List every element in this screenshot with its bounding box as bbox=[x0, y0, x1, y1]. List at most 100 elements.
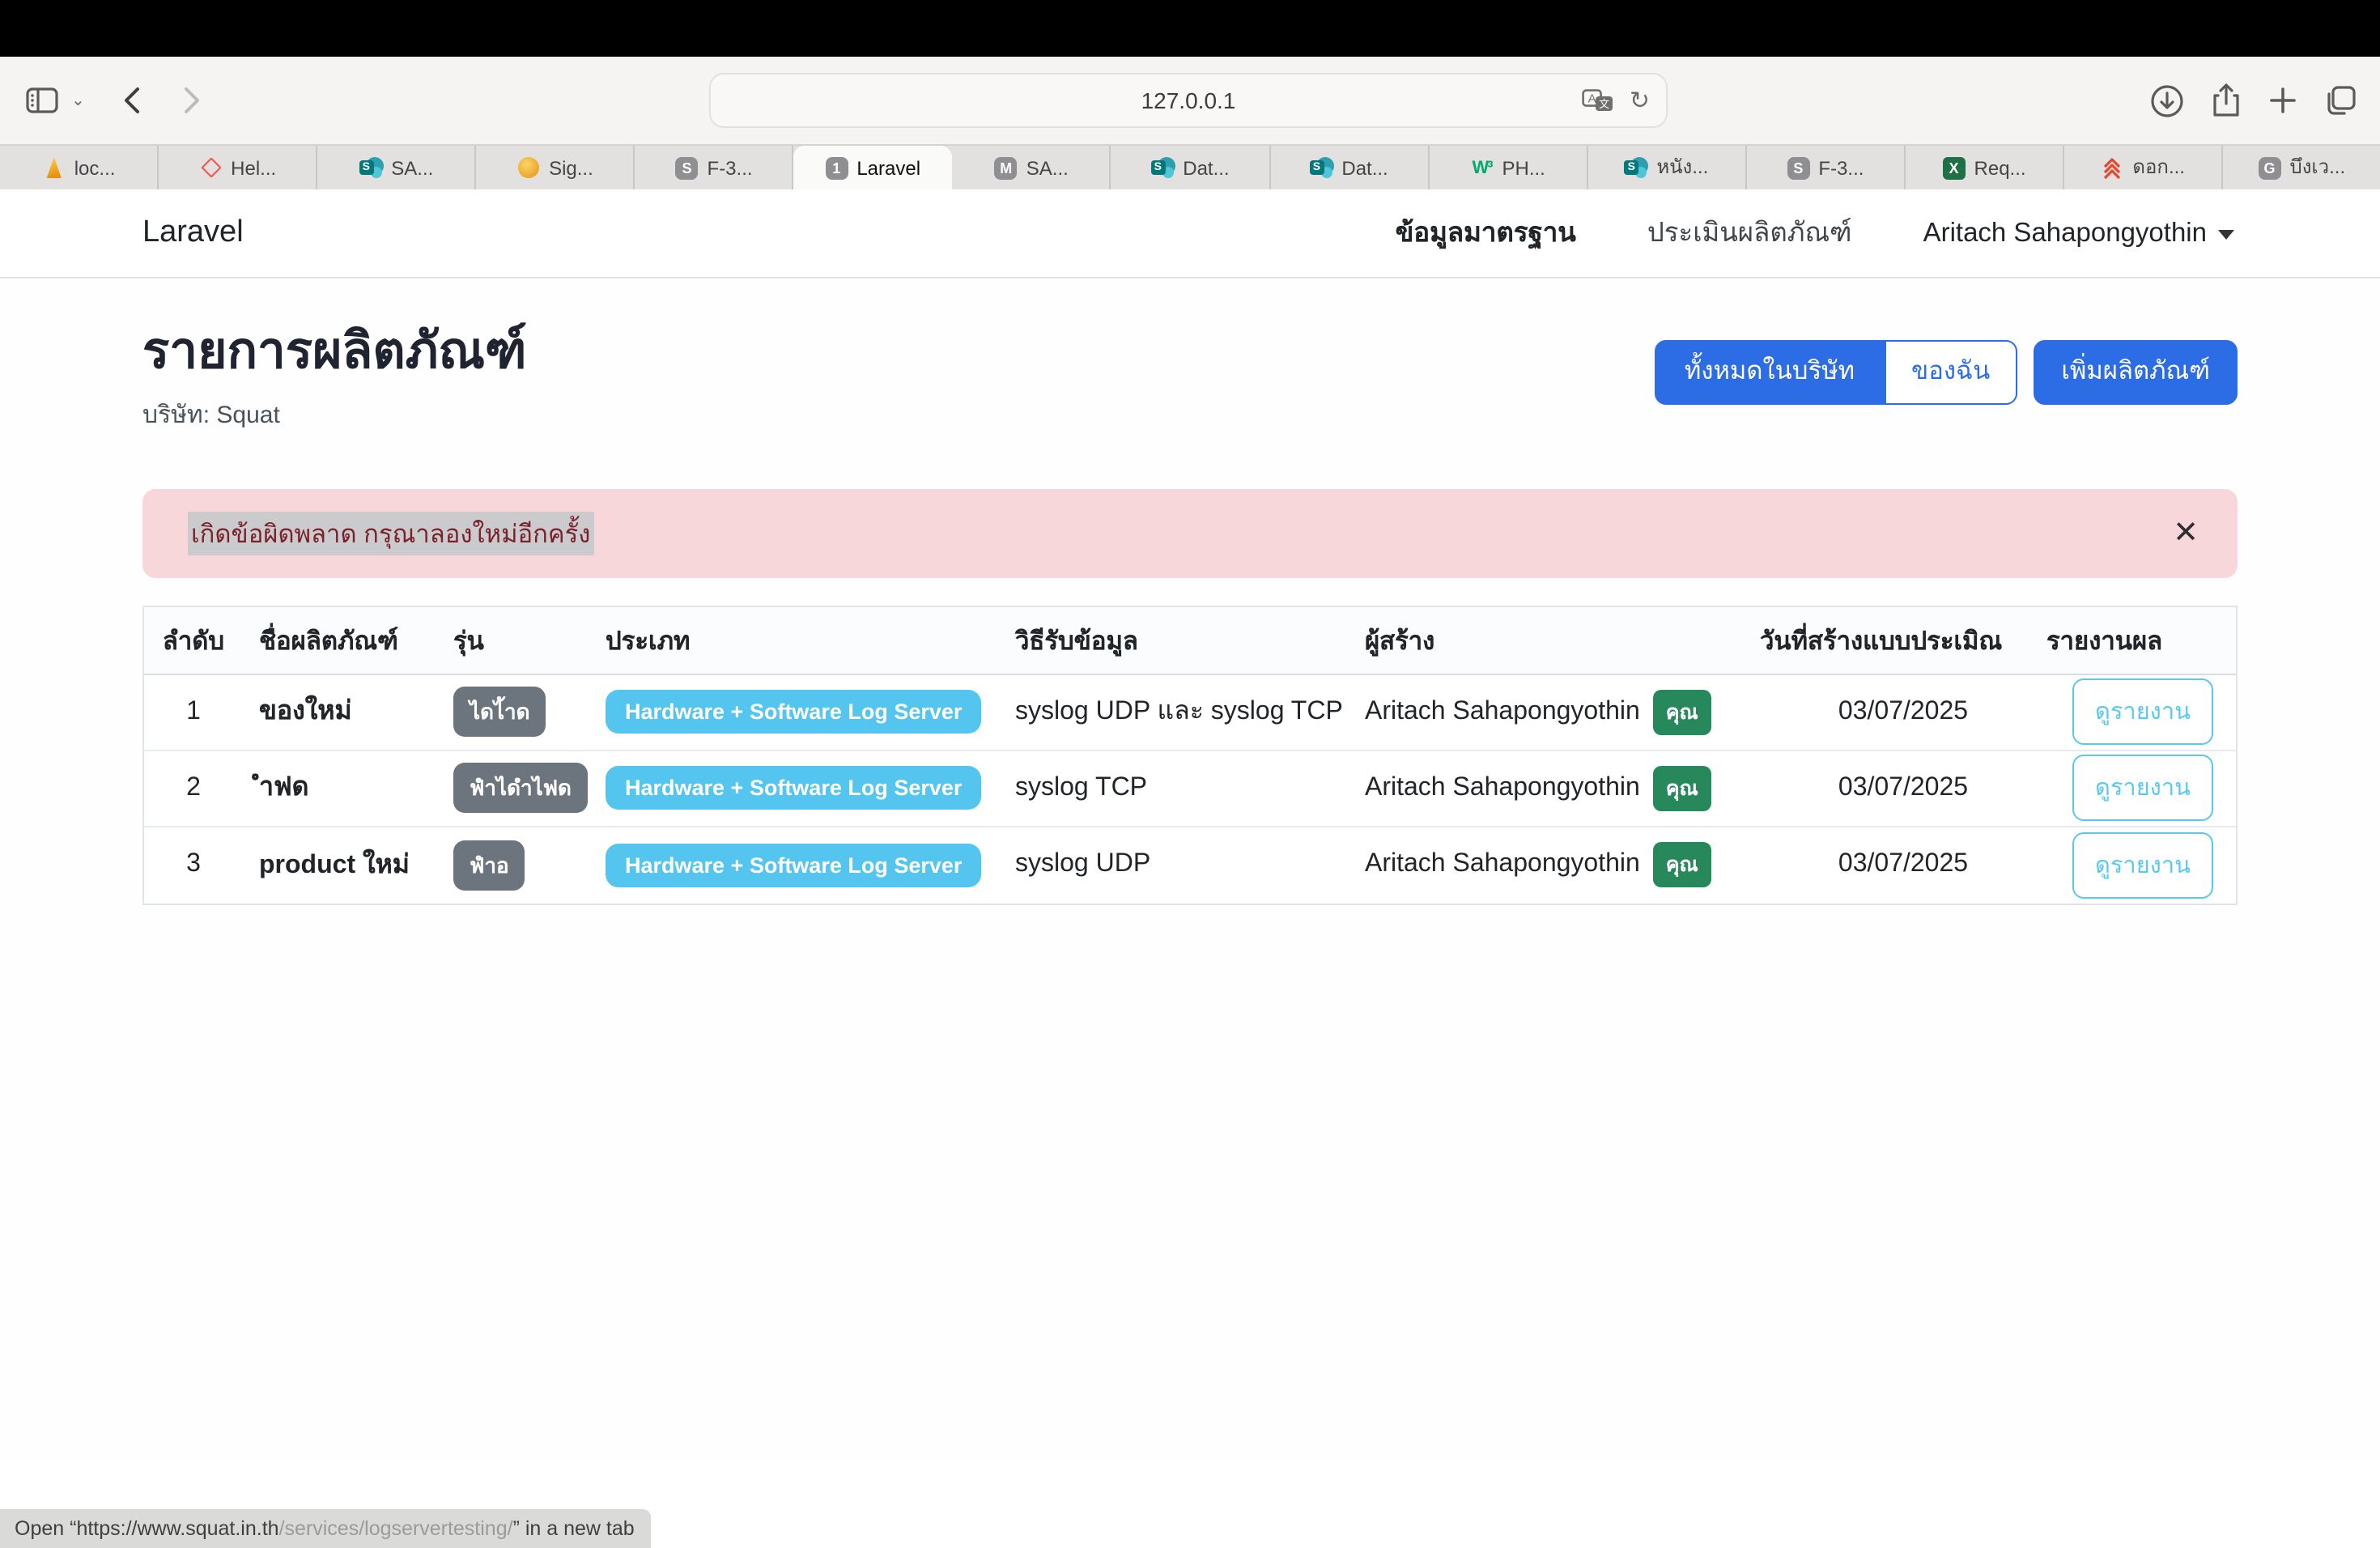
cell-date: 03/07/2025 bbox=[1838, 773, 1969, 802]
table-row: 1 ของใหม่ ไดไ้าด Hardware + Software Log… bbox=[144, 675, 2236, 751]
link-status-bar: Open “https://www.squat.in.th/services/l… bbox=[0, 1509, 651, 1548]
model-badge: ฟำอ bbox=[453, 840, 525, 891]
browser-tab-F-3...[interactable]: S F-3... bbox=[1746, 146, 1906, 189]
product-table: ลำดับ ชื่อผลิตภัณฑ์ รุ่น ประเภท วิธีรับข้อมู… bbox=[142, 605, 2238, 905]
browser-tab-SA...[interactable]: S SA... bbox=[317, 146, 477, 189]
column-header-3: ประเภท bbox=[606, 627, 691, 656]
close-icon[interactable]: ✕ bbox=[2173, 516, 2199, 551]
user-menu[interactable]: Aritach Sahapongyothin bbox=[1923, 218, 2234, 249]
back-icon[interactable] bbox=[124, 86, 142, 115]
cell-index: 1 bbox=[186, 697, 201, 725]
browser-tab-Laravel[interactable]: 1 Laravel bbox=[793, 146, 953, 189]
table-row: 3 product ใหม่ ฟำอ Hardware + Software L… bbox=[144, 827, 2236, 904]
w3schools-icon: W³ bbox=[1472, 158, 1493, 177]
table-row: 2 ำฟด ฟำไดำไฟด Hardware + Software Log S… bbox=[144, 751, 2236, 827]
excel-icon: X bbox=[1942, 155, 1966, 180]
svg-text:A: A bbox=[1588, 91, 1596, 105]
view-report-button[interactable]: ดูรายงาน bbox=[2072, 831, 2213, 899]
brand-laravel[interactable]: Laravel bbox=[142, 215, 244, 249]
user-name: Aritach Sahapongyothin bbox=[1923, 218, 2207, 247]
cell-product-name: product ใหม่ bbox=[259, 851, 410, 879]
cell-creator: Aritach Sahapongyothin bbox=[1365, 773, 1640, 802]
column-header-0: ลำดับ bbox=[162, 627, 225, 656]
type-badge: Hardware + Software Log Server bbox=[606, 843, 982, 887]
you-badge: คุณ bbox=[1652, 765, 1711, 811]
browser-tab-SA...[interactable]: M SA... bbox=[953, 146, 1111, 189]
share-icon[interactable] bbox=[2212, 83, 2241, 118]
browser-tab-Sig...[interactable]: Sig... bbox=[476, 146, 635, 189]
cell-product-name: ของใหม่ bbox=[259, 698, 352, 726]
cell-method: syslog UDP bbox=[1015, 850, 1151, 878]
you-badge: คุณ bbox=[1652, 842, 1711, 888]
status-prefix: Open “ bbox=[15, 1517, 77, 1540]
all-in-company-button[interactable]: ทั้งหมดในบริษัท bbox=[1655, 340, 1885, 404]
cell-method: syslog UDP และ syslog TCP bbox=[1015, 698, 1343, 726]
cell-date: 03/07/2025 bbox=[1838, 850, 1969, 878]
cell-index: 3 bbox=[186, 850, 201, 878]
browser-tab-บึงเว...[interactable]: G บึงเว... bbox=[2223, 146, 2380, 189]
laravel-icon bbox=[198, 155, 223, 180]
model-badge: ฟำไดำไฟด bbox=[453, 763, 588, 814]
page-content: รายการผลิตภัณฑ์ บริษัท: Squat ทั้งหมดในบ… bbox=[0, 279, 2380, 1461]
browser-tab-Dat...[interactable]: S Dat... bbox=[1270, 146, 1430, 189]
gray-S-icon: S bbox=[1786, 155, 1810, 180]
sharepoint-icon: S bbox=[1309, 155, 1334, 180]
table-body: 1 ของใหม่ ไดไ้าด Hardware + Software Log… bbox=[144, 675, 2236, 904]
red-chevrons-icon bbox=[2100, 155, 2124, 180]
phpmyadmin-icon bbox=[42, 155, 66, 180]
chevron-down-icon[interactable]: ⌄ bbox=[71, 91, 85, 109]
sidebar-icon[interactable] bbox=[26, 87, 58, 113]
tab-overview-icon[interactable] bbox=[2325, 84, 2357, 117]
column-header-5: ผู้สร้าง bbox=[1365, 627, 1435, 656]
browser-tab-Req...[interactable]: X Req... bbox=[1906, 146, 2064, 189]
you-badge: คุณ bbox=[1652, 689, 1711, 735]
column-header-1: ชื่อผลิตภัณฑ์ bbox=[259, 627, 398, 656]
cell-index: 2 bbox=[186, 773, 201, 802]
view-report-button[interactable]: ดูรายงาน bbox=[2072, 678, 2213, 746]
macos-menubar bbox=[0, 0, 2380, 57]
reload-icon[interactable]: ↻ bbox=[1629, 87, 1650, 115]
browser-tab-loc...[interactable]: loc... bbox=[0, 146, 159, 189]
browser-tab-หนัง...[interactable]: S หนัง... bbox=[1587, 146, 1747, 189]
cell-creator: Aritach Sahapongyothin bbox=[1365, 850, 1640, 878]
view-report-button[interactable]: ดูรายงาน bbox=[2072, 755, 2213, 822]
browser-tab-Hel...[interactable]: Hel... bbox=[159, 146, 318, 189]
error-alert-message: เกิดข้อผิดพลาด กรุณาลองใหม่อีกครั้ง bbox=[188, 511, 594, 555]
cell-creator: Aritach Sahapongyothin bbox=[1365, 697, 1640, 725]
new-tab-icon[interactable] bbox=[2268, 86, 2297, 115]
orange-orb-icon bbox=[516, 155, 541, 180]
gray-1-icon: 1 bbox=[824, 155, 848, 180]
page-title: รายการผลิตภัณฑ์ bbox=[142, 322, 527, 379]
url-text: 127.0.0.1 bbox=[1141, 87, 1236, 113]
caret-down-icon bbox=[2218, 230, 2234, 240]
browser-tab-PH...[interactable]: W³ PH... bbox=[1429, 146, 1588, 189]
cell-date: 03/07/2025 bbox=[1838, 697, 1969, 725]
sharepoint-icon: S bbox=[1150, 155, 1175, 180]
model-badge: ไดไ้าด bbox=[453, 687, 546, 738]
browser-tab-Dat...[interactable]: S Dat... bbox=[1111, 146, 1270, 189]
svg-text:文: 文 bbox=[1600, 97, 1610, 109]
browser-tab-ดอก...[interactable]: ดอก... bbox=[2064, 146, 2223, 189]
cell-product-name: ำฟด bbox=[259, 774, 309, 802]
column-header-6: วันที่สร้างแบบประเมิณ bbox=[1760, 627, 2003, 656]
download-icon[interactable] bbox=[2150, 83, 2184, 117]
type-badge: Hardware + Software Log Server bbox=[606, 690, 982, 734]
add-product-button[interactable]: เพิ่มผลิตภัณฑ์ bbox=[2034, 340, 2238, 404]
mine-button[interactable]: ของฉัน bbox=[1884, 340, 2018, 404]
site-navbar: Laravel ข้อมูลมาตรฐาน ประเมินผลิตภัณฑ์ A… bbox=[0, 189, 2380, 279]
forward-icon[interactable] bbox=[184, 86, 202, 115]
column-header-7: รายงานผล bbox=[2046, 627, 2163, 656]
gray-G-icon: G bbox=[2257, 155, 2281, 180]
cell-method: syslog TCP bbox=[1015, 773, 1148, 802]
status-link-host: https://www.squat.in.th bbox=[76, 1517, 279, 1540]
nav-link-evaluate-product[interactable]: ประเมินผลิตภัณฑ์ bbox=[1647, 219, 1852, 248]
table-header-row: ลำดับ ชื่อผลิตภัณฑ์ รุ่น ประเภท วิธีรับข้อมู… bbox=[144, 606, 2236, 675]
browser-tab-F-3...[interactable]: S F-3... bbox=[635, 146, 794, 189]
sharepoint-icon: S bbox=[359, 155, 384, 180]
nav-link-standard-data[interactable]: ข้อมูลมาตรฐาน bbox=[1395, 219, 1576, 248]
sharepoint-icon: S bbox=[1624, 155, 1649, 180]
